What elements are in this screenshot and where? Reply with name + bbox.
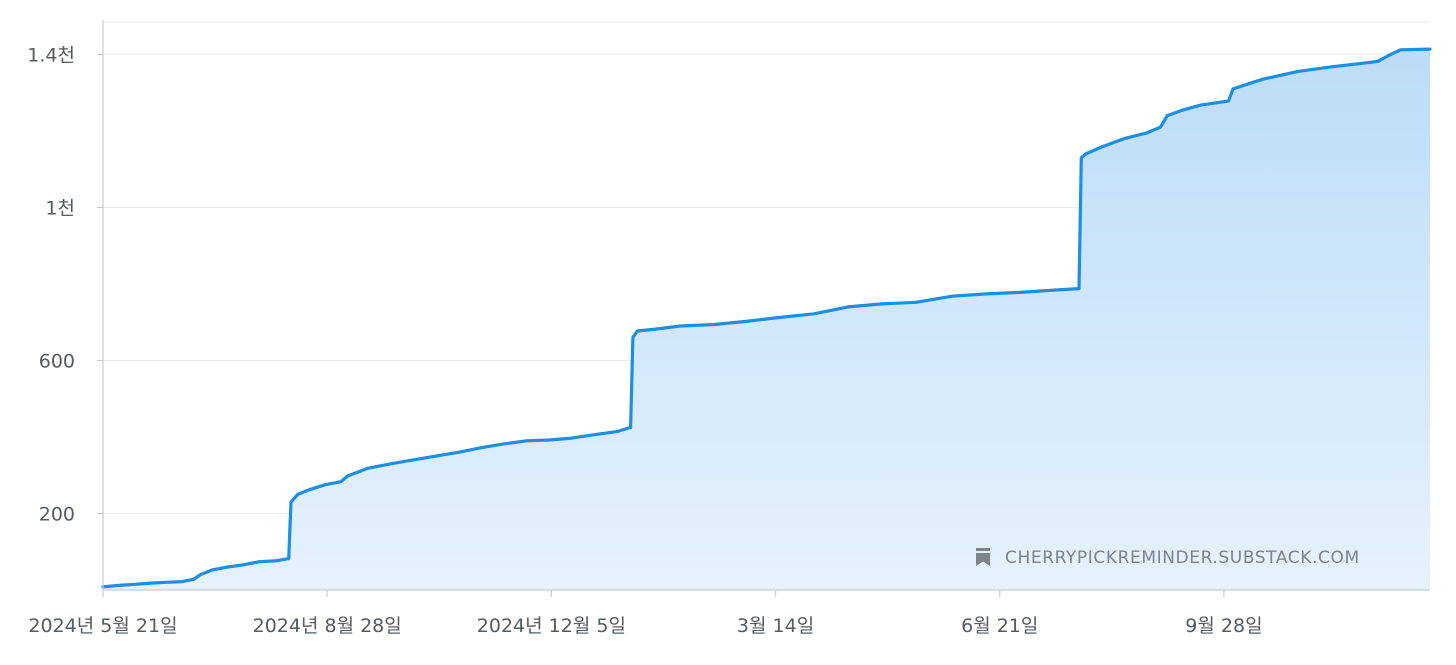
x-tick-label: 2024년 12월 5일: [477, 615, 626, 637]
x-tick-label: 2024년 5월 21일: [28, 615, 177, 637]
y-tick-label: 600: [39, 350, 75, 372]
axes: [97, 20, 1430, 597]
series-line: [101, 47, 1432, 589]
watermark: CHERRYPICKREMINDER.SUBSTACK.COM: [976, 548, 1360, 568]
x-tick-labels: 2024년 5월 21일 2024년 8월 28일 2024년 12월 5일 3월 1…: [28, 615, 1262, 637]
x-tick-label: 6월 21일: [961, 615, 1038, 637]
bookmark-icon: [976, 548, 990, 566]
x-tick-label: 3월 14일: [737, 615, 814, 637]
y-tick-label: 200: [39, 503, 75, 525]
x-tick-label: 9월 28일: [1185, 615, 1262, 637]
x-tick-label: 2024년 8월 28일: [253, 615, 402, 637]
y-tick-labels: 200 600 1천 1.4천: [27, 44, 75, 525]
y-tick-label: 1천: [45, 197, 75, 219]
y-tick-label: 1.4천: [27, 44, 75, 66]
watermark-text: CHERRYPICKREMINDER.SUBSTACK.COM: [1005, 548, 1360, 568]
